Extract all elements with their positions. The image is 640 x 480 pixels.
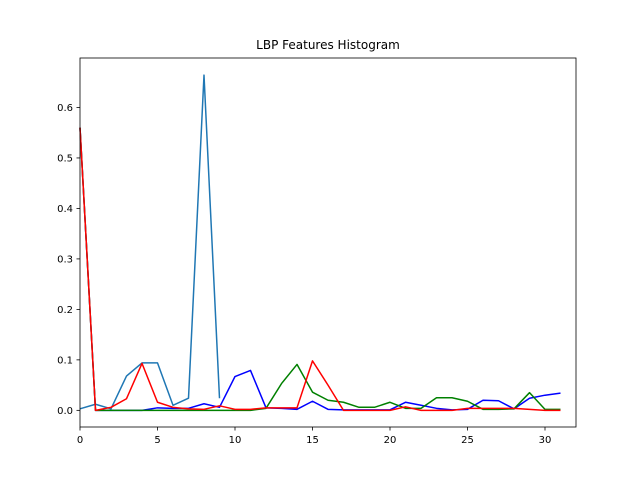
series-line-4	[79, 127, 561, 412]
x-tick-label: 0	[77, 435, 83, 446]
y-tick-label: 0.0	[57, 406, 73, 417]
y-tick-label: 0.3	[57, 254, 73, 265]
x-tick-label: 10	[229, 435, 242, 446]
plot-frame	[79, 57, 577, 428]
x-tick-label: 5	[154, 435, 160, 446]
y-tick-label: 0.1	[57, 355, 73, 366]
chart-title: LBP Features Histogram	[256, 38, 400, 52]
x-tick-label: 25	[461, 435, 474, 446]
y-tick-label: 0.5	[57, 153, 73, 164]
series-line-2	[79, 127, 561, 412]
x-tick-label: 30	[539, 435, 552, 446]
plot-area	[80, 58, 576, 427]
series-line-1	[79, 74, 221, 410]
y-axis-ticks: 0.0 0.1 0.2 0.3 0.4 0.5 0.6	[57, 103, 80, 417]
x-tick-label: 20	[384, 435, 397, 446]
y-tick-label: 0.6	[57, 103, 73, 114]
x-tick-label: 15	[306, 435, 319, 446]
x-axis-ticks: 0 5 10 15 20 25 30	[77, 427, 552, 446]
series-layer	[79, 74, 561, 412]
y-tick-label: 0.4	[57, 204, 73, 215]
y-tick-label: 0.2	[57, 305, 73, 316]
